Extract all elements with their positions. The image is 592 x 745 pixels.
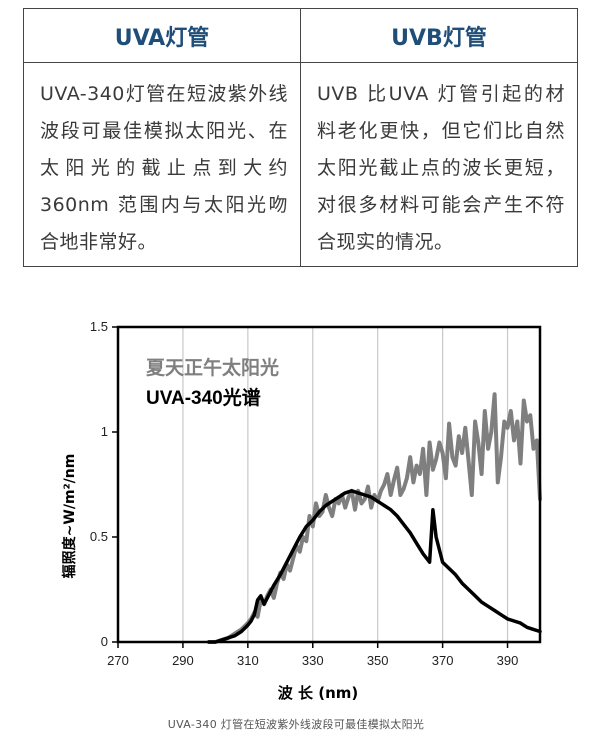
x-tick-label: 390 (497, 653, 519, 668)
uvb-description: UVB 比UVA 灯管引起的材料老化更快，但它们比自然太阳光截止点的波长更短，对… (317, 83, 565, 253)
axes (112, 325, 542, 648)
x-tick-label: 290 (172, 653, 194, 668)
series-line-sunlight (206, 392, 542, 644)
y-tick-label: 0 (101, 634, 108, 649)
chart-svg: 270 290 310 330 350 370 390 0 0.5 1 1.5 夏天正午太阳光 UV… (61, 319, 542, 702)
y-tick-label: 0.5 (90, 529, 108, 544)
x-tick-label: 330 (302, 653, 324, 668)
uvb-header: UVB灯管 (301, 9, 577, 63)
series-lines (206, 392, 542, 644)
tick-labels: 270 290 310 330 350 370 390 0 0.5 1 1.5 (90, 319, 518, 668)
uva-header: UVA灯管 (24, 9, 301, 63)
x-tick-label: 270 (107, 653, 129, 668)
x-tick-label: 370 (432, 653, 454, 668)
plot-frame (116, 325, 542, 644)
x-tick-label: 310 (237, 653, 259, 668)
spectrum-chart: 270 290 310 330 350 370 390 0 0.5 1 1.5 夏天正午太阳光 UV… (0, 300, 592, 720)
legend-sunlight: 夏天正午太阳光 (146, 356, 279, 379)
series-line-uva340 (207, 489, 542, 644)
figure-caption: UVA-340 灯管在短波紫外线波段可最佳模拟太阳光 (167, 718, 425, 731)
y-tick-label: 1 (101, 424, 108, 439)
legend-uva340: UVA-340光谱 (146, 386, 261, 409)
gridlines (182, 327, 509, 642)
y-tick-label: 1.5 (90, 319, 108, 334)
uva-description: UVA-340灯管在短波紫外线波段可最佳模拟太阳光、在太阳光的截止点到大约 36… (24, 63, 301, 266)
x-axis-label: 波 长 (nm) (278, 684, 358, 702)
y-axis-label: 辐照度~W/m²/nm (61, 454, 78, 579)
comparison-table: UVA灯管 UVB灯管 UVA-340灯管在短波紫外线波段可最佳模拟太阳光、在太… (23, 8, 578, 267)
x-tick-label: 350 (367, 653, 389, 668)
